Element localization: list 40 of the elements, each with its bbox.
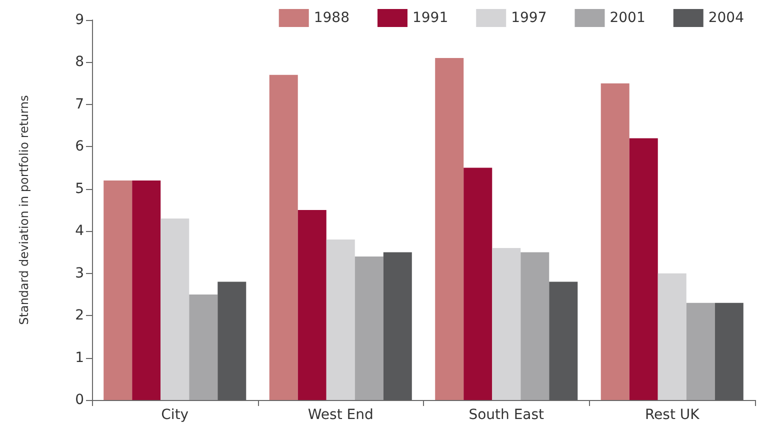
- bar: [298, 210, 326, 400]
- y-tick-label: 5: [75, 180, 84, 197]
- y-tick-label: 7: [75, 96, 84, 112]
- y-tick-label: 6: [75, 138, 84, 155]
- bar: [549, 282, 578, 400]
- legend-label: 1988: [314, 10, 350, 26]
- bar: [269, 74, 298, 400]
- y-tick-label: 0: [75, 392, 84, 408]
- y-axis-title: Standard deviation in portfolio returns: [17, 95, 31, 325]
- y-tick-label: 3: [75, 265, 84, 282]
- bar: [218, 282, 246, 400]
- bar: [658, 273, 686, 400]
- x-tick-label: West End: [308, 407, 374, 423]
- legend-label: 1991: [412, 10, 448, 26]
- bar: [629, 138, 658, 400]
- bar: [104, 180, 132, 400]
- bar: [132, 180, 161, 400]
- legend-label: 2004: [708, 10, 744, 26]
- y-tick-label: 1: [75, 350, 84, 366]
- bar: [326, 240, 355, 400]
- y-tick-label: 2: [75, 308, 84, 324]
- bar: [600, 83, 630, 400]
- y-tick-label: 4: [75, 223, 84, 240]
- y-tick-label: 9: [75, 12, 84, 28]
- bar: [686, 302, 715, 400]
- legend-label: 1997: [511, 10, 547, 26]
- bar: [520, 252, 550, 400]
- bar: [464, 168, 492, 400]
- bar: [492, 248, 521, 400]
- bar: [714, 302, 744, 400]
- x-tick-label: South East: [468, 407, 545, 423]
- bar: [189, 294, 218, 400]
- bar: [383, 252, 412, 400]
- y-tick-label: 8: [75, 54, 84, 70]
- x-tick-label: Rest UK: [644, 407, 700, 423]
- x-tick-label: City: [161, 407, 189, 423]
- bar: [160, 218, 190, 400]
- bar: [435, 58, 464, 400]
- legend-label: 2001: [610, 10, 646, 26]
- bar: [354, 256, 384, 400]
